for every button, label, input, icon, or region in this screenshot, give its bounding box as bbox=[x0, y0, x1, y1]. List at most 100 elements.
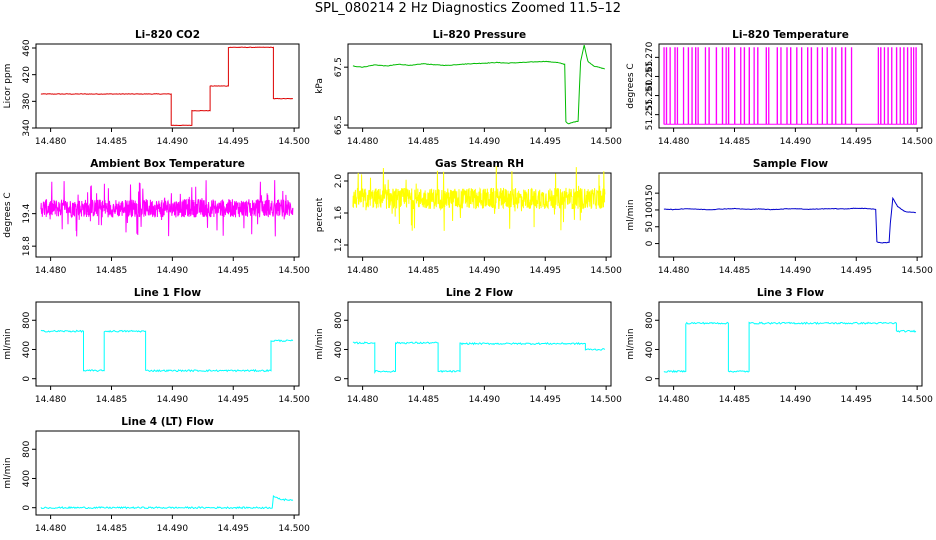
x-tick-label: 14.500 bbox=[901, 266, 933, 276]
x-tick-label: 14.490 bbox=[157, 266, 189, 276]
panel-2: Li–820 Pressure 14.480 14.485 14.490 14.495 1… bbox=[315, 29, 622, 147]
y-tick-label: 1.2 bbox=[334, 238, 344, 252]
panel-9: Line 3 Flow 14.480 14.485 14.490 14.495 14.50… bbox=[626, 287, 933, 405]
y-tick-label: 0 bbox=[645, 240, 655, 246]
panel-title: Li–820 CO2 bbox=[135, 29, 200, 41]
plot-frame bbox=[35, 43, 300, 129]
panel-title: Line 1 Flow bbox=[134, 287, 201, 299]
series-line bbox=[352, 341, 606, 374]
y-tick-label: 0 bbox=[22, 376, 32, 382]
y-tick-label: 0 bbox=[22, 505, 32, 511]
x-tick-label: 14.480 bbox=[35, 395, 67, 405]
x-tick-label: 14.500 bbox=[278, 395, 310, 405]
y-axis-label: ml/min bbox=[3, 328, 13, 359]
y-axis-label: ml/min bbox=[3, 457, 13, 488]
x-tick-label: 14.500 bbox=[901, 395, 933, 405]
x-tick-label: 14.480 bbox=[347, 395, 379, 405]
x-tick-label: 14.485 bbox=[719, 395, 751, 405]
x-tick-label: 14.490 bbox=[157, 524, 189, 534]
y-tick-label: 51.260 bbox=[645, 80, 655, 112]
panel-7: Line 1 Flow 14.480 14.485 14.490 14.495 14.50… bbox=[3, 287, 310, 405]
y-tick-label: 340 bbox=[22, 119, 32, 136]
series-line bbox=[40, 329, 294, 373]
x-tick-label: 14.480 bbox=[347, 266, 379, 276]
panel-5: Gas Stream RH 14.480 14.485 14.490 14.495 14.… bbox=[315, 158, 622, 276]
y-tick-label: 1.6 bbox=[334, 206, 344, 221]
x-tick-label: 14.500 bbox=[590, 395, 622, 405]
plot-frame bbox=[347, 301, 612, 387]
x-tick-label: 14.480 bbox=[35, 524, 67, 534]
x-tick-label: 14.495 bbox=[218, 266, 250, 276]
y-tick-label: 800 bbox=[645, 311, 655, 328]
panel-3: Li–820 Temperature 14.480 14.485 14.490 14.4… bbox=[626, 29, 933, 147]
x-tick-label: 14.485 bbox=[719, 137, 751, 147]
series-line bbox=[352, 44, 605, 125]
panel-title: Line 3 Flow bbox=[757, 287, 824, 299]
plot-frame bbox=[347, 43, 612, 129]
series-line bbox=[663, 196, 916, 244]
y-tick-label: 100 bbox=[645, 201, 655, 218]
panel-title: Gas Stream RH bbox=[435, 158, 524, 170]
x-tick-label: 14.485 bbox=[408, 266, 440, 276]
x-tick-label: 14.495 bbox=[841, 395, 873, 405]
y-tick-label: 460 bbox=[22, 39, 32, 56]
x-tick-label: 14.495 bbox=[218, 137, 250, 147]
x-tick-label: 14.490 bbox=[157, 395, 189, 405]
x-tick-label: 14.480 bbox=[658, 266, 690, 276]
panel-6: Sample Flow 14.480 14.485 14.490 14.495 14.50… bbox=[626, 158, 933, 276]
x-tick-label: 14.500 bbox=[278, 524, 310, 534]
y-tick-label: 19.4 bbox=[22, 203, 32, 223]
panel-title: Li–820 Pressure bbox=[433, 29, 526, 41]
panel-10: Line 4 (LT) Flow 14.480 14.485 14.490 14.495… bbox=[3, 416, 310, 534]
y-tick-label: 51.255 bbox=[645, 99, 655, 130]
panel-title: Li–820 Temperature bbox=[732, 29, 849, 41]
panel-4: Ambient Box Temperature 14.480 14.485 14.49… bbox=[3, 158, 310, 276]
x-tick-label: 14.485 bbox=[96, 137, 128, 147]
x-tick-label: 14.480 bbox=[658, 395, 690, 405]
panel-8: Line 2 Flow 14.480 14.485 14.490 14.495 14.50… bbox=[315, 287, 622, 405]
x-tick-label: 14.490 bbox=[469, 266, 501, 276]
x-tick-label: 14.490 bbox=[469, 395, 501, 405]
y-tick-label: 400 bbox=[645, 341, 655, 358]
x-tick-label: 14.485 bbox=[96, 266, 128, 276]
x-tick-label: 14.495 bbox=[530, 266, 562, 276]
y-axis-label: ml/min bbox=[315, 328, 325, 359]
x-tick-label: 14.480 bbox=[347, 137, 379, 147]
y-axis-label: ml/min bbox=[626, 328, 636, 359]
y-tick-label: 800 bbox=[22, 440, 32, 457]
x-tick-label: 14.490 bbox=[780, 395, 812, 405]
y-tick-label: 66.5 bbox=[334, 115, 344, 135]
plot-frame bbox=[658, 172, 923, 258]
x-tick-label: 14.490 bbox=[469, 137, 501, 147]
x-tick-label: 14.490 bbox=[157, 137, 189, 147]
x-tick-label: 14.490 bbox=[780, 137, 812, 147]
x-tick-label: 14.500 bbox=[278, 137, 310, 147]
y-tick-label: 400 bbox=[334, 341, 344, 358]
x-tick-label: 14.485 bbox=[408, 137, 440, 147]
series-line bbox=[663, 321, 917, 373]
plot-frame bbox=[35, 172, 300, 258]
y-tick-label: 400 bbox=[22, 470, 32, 487]
x-tick-label: 14.495 bbox=[530, 137, 562, 147]
series-line bbox=[40, 180, 294, 237]
y-tick-label: 150 bbox=[645, 184, 655, 201]
plot-frame bbox=[347, 172, 612, 258]
panel-title: Ambient Box Temperature bbox=[90, 158, 245, 170]
plot-frame bbox=[658, 43, 923, 129]
y-tick-label: 800 bbox=[22, 311, 32, 328]
x-tick-label: 14.495 bbox=[218, 395, 250, 405]
y-tick-label: 50 bbox=[645, 221, 655, 233]
x-tick-label: 14.495 bbox=[841, 266, 873, 276]
y-axis-label: percent bbox=[315, 197, 325, 232]
y-tick-label: 67.5 bbox=[334, 57, 344, 77]
x-tick-label: 14.485 bbox=[408, 395, 440, 405]
x-tick-label: 14.480 bbox=[35, 266, 67, 276]
x-tick-label: 14.495 bbox=[530, 395, 562, 405]
y-axis-label: degrees C bbox=[3, 192, 13, 237]
x-tick-label: 14.500 bbox=[590, 137, 622, 147]
y-tick-label: 0 bbox=[645, 376, 655, 382]
figure-title: SPL_080214 2 Hz Diagnostics Zoomed 11.5–… bbox=[314, 1, 622, 16]
x-tick-label: 14.495 bbox=[841, 137, 873, 147]
y-tick-label: 800 bbox=[334, 311, 344, 328]
y-axis-label: ml/min bbox=[626, 199, 636, 230]
